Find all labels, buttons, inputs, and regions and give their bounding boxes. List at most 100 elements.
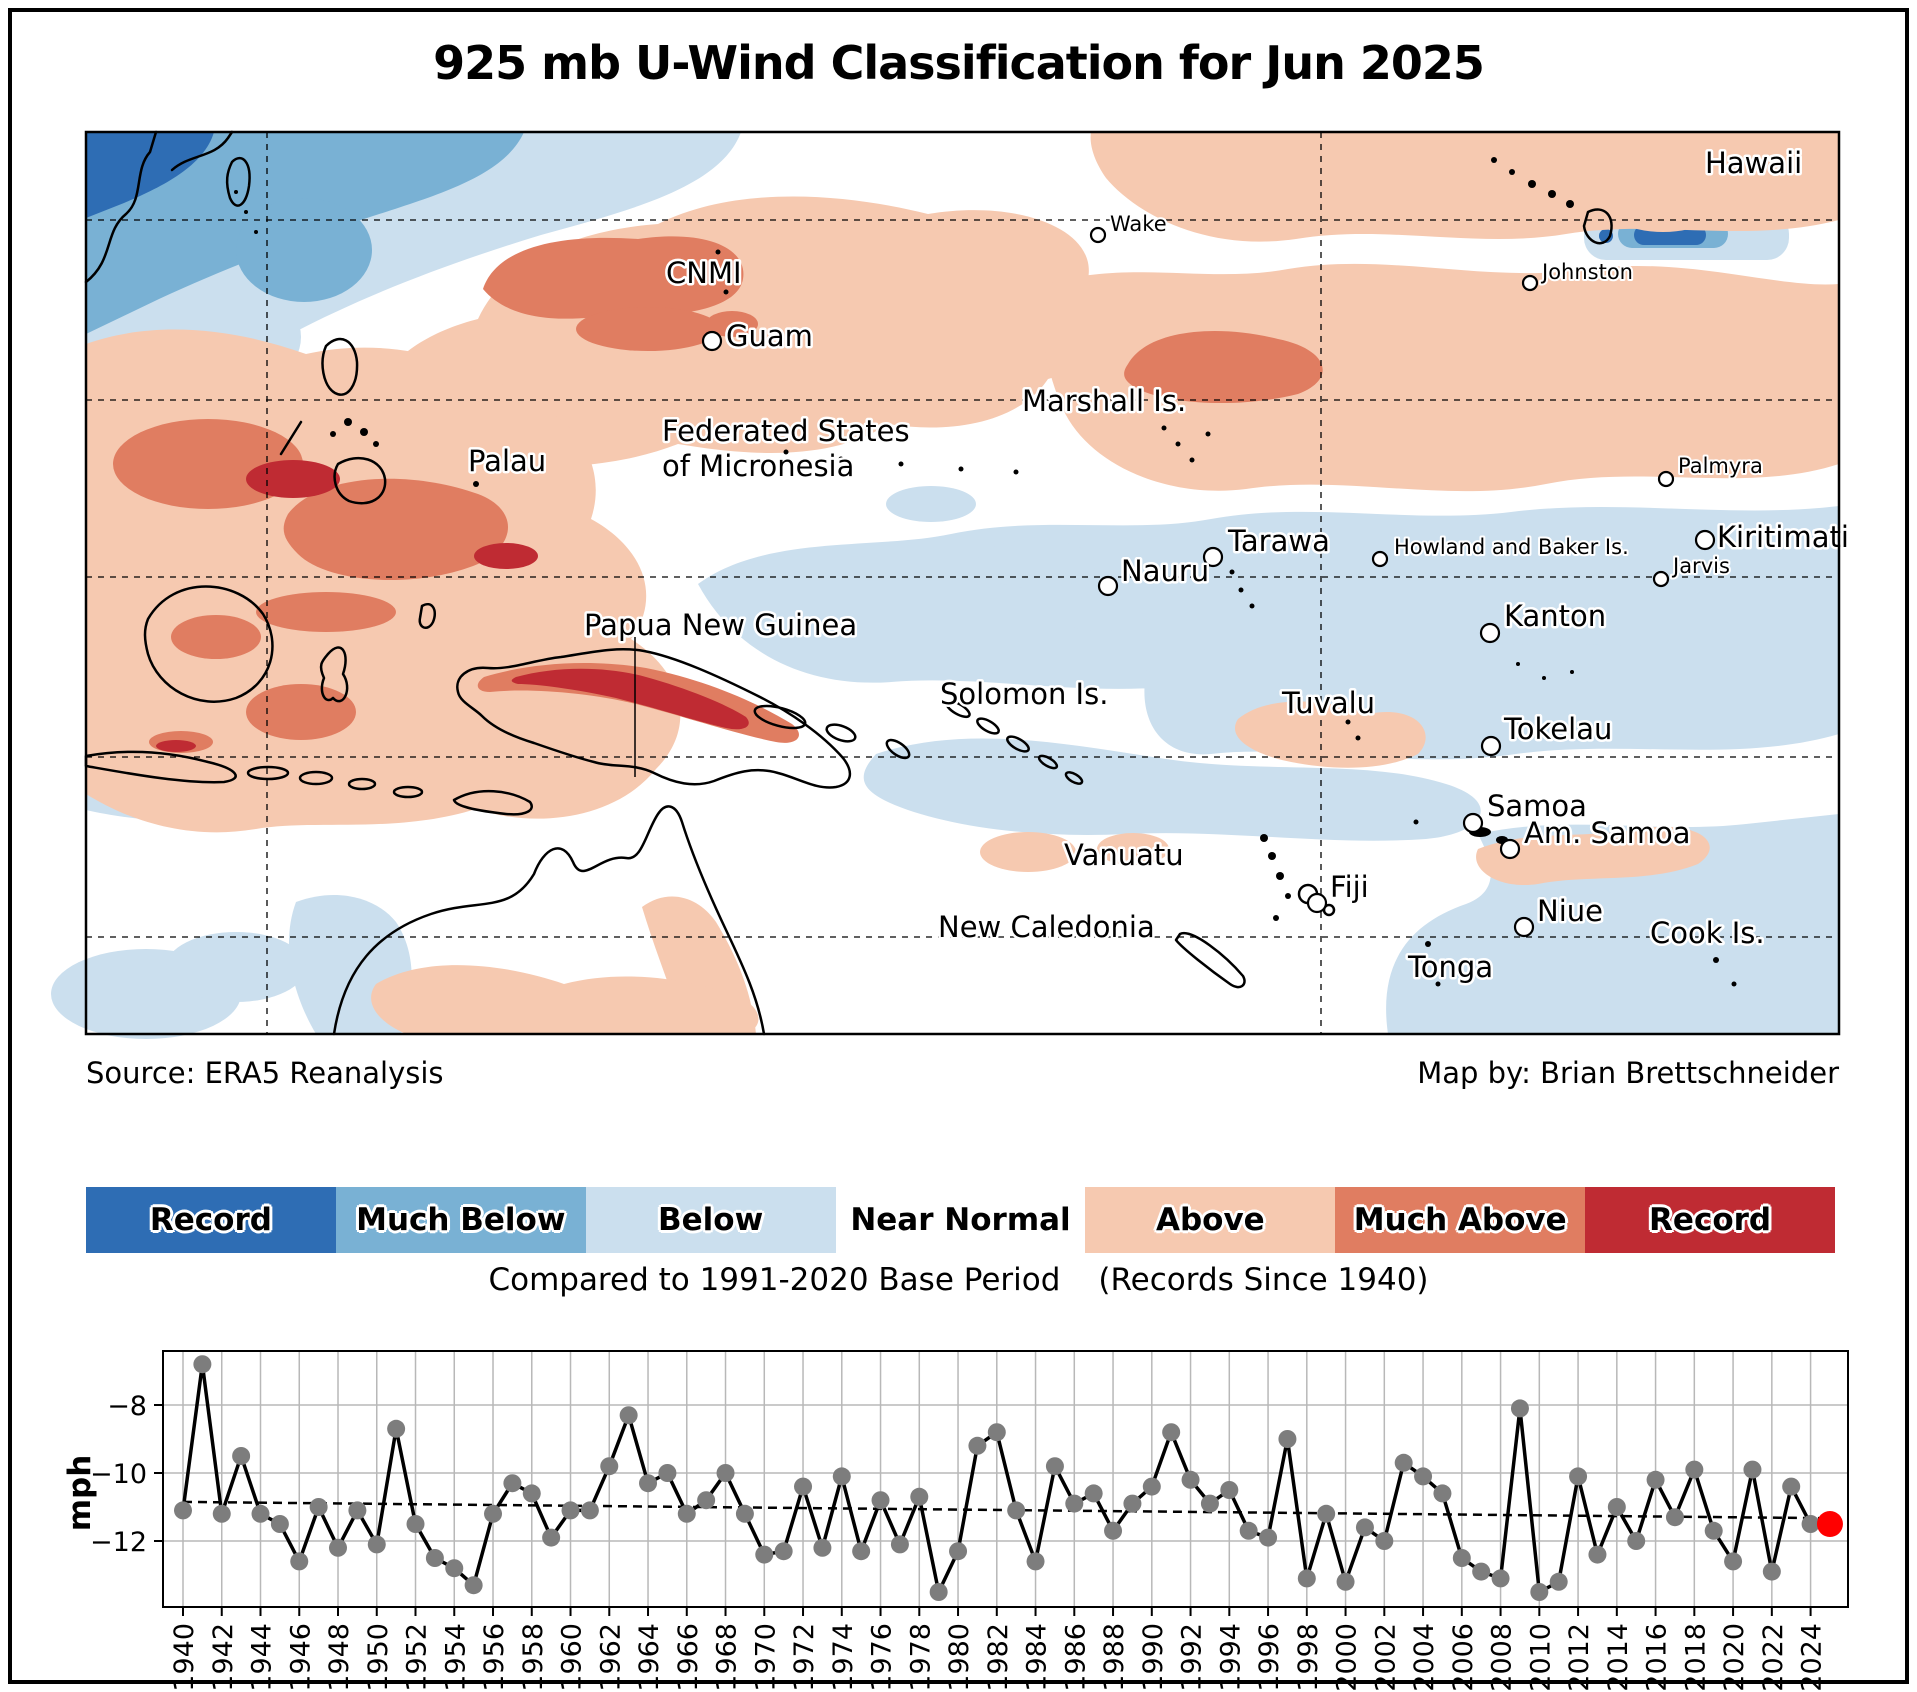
place-name-wake: Wake bbox=[1110, 212, 1167, 236]
xtick-label-1958: 1958 bbox=[518, 1623, 549, 1692]
data-point-1982 bbox=[987, 1423, 1006, 1442]
place-name-vanuatu: Vanuatu bbox=[1064, 838, 1184, 872]
data-point-1991 bbox=[1162, 1423, 1181, 1442]
xtick-label-2022: 2022 bbox=[1758, 1623, 1789, 1692]
data-point-1957 bbox=[503, 1474, 522, 1493]
legend-segment-label: Above bbox=[1156, 1202, 1265, 1238]
place-name-fiji: Fiji bbox=[1330, 870, 1369, 904]
xtick-label-2016: 2016 bbox=[1642, 1623, 1673, 1692]
data-point-1973 bbox=[813, 1538, 832, 1557]
data-point-1978 bbox=[910, 1487, 929, 1506]
data-point-1949 bbox=[348, 1501, 367, 1520]
map-label-palmyra: Palmyra bbox=[1657, 452, 1765, 488]
ytick-label--8: −8 bbox=[107, 1391, 147, 1422]
legend-segment-near-normal-3: Near Normal bbox=[835, 1187, 1086, 1253]
data-point-1974 bbox=[832, 1467, 851, 1486]
place-marker-nauru bbox=[1097, 575, 1119, 597]
data-point-1967 bbox=[697, 1491, 716, 1510]
map-label-howland-baker: Howland and Baker Is. bbox=[1371, 533, 1631, 568]
legend-segment-label: Record bbox=[149, 1202, 272, 1238]
legend-segment-much-above-5: Much Above bbox=[1335, 1187, 1586, 1253]
place-name-cook-is: Cook Is. bbox=[1650, 916, 1765, 950]
data-point-2022 bbox=[1762, 1562, 1781, 1581]
legend-segment-record-6: Record bbox=[1585, 1187, 1836, 1253]
place-marker-jarvis bbox=[1652, 570, 1670, 588]
map-label-jarvis: Jarvis bbox=[1652, 552, 1732, 588]
map-label-fiji: Fiji bbox=[1306, 868, 1371, 914]
xtick-label-2024: 2024 bbox=[1797, 1623, 1828, 1692]
data-point-1945 bbox=[270, 1515, 289, 1533]
xtick-label-1998: 1998 bbox=[1293, 1623, 1324, 1692]
data-point-1948 bbox=[329, 1538, 348, 1557]
data-point-2002 bbox=[1375, 1532, 1394, 1550]
data-point-1980 bbox=[949, 1542, 968, 1561]
map-label-vanuatu: Vanuatu bbox=[1062, 836, 1187, 875]
xtick-label-1952: 1952 bbox=[402, 1623, 433, 1692]
data-point-2008 bbox=[1491, 1569, 1510, 1588]
map-label-kiritimati: Kiritimati bbox=[1694, 518, 1851, 557]
data-point-1950 bbox=[367, 1535, 386, 1554]
data-point-1979 bbox=[929, 1583, 948, 1601]
data-point-1996 bbox=[1259, 1528, 1278, 1547]
data-point-2021 bbox=[1743, 1460, 1762, 1479]
xtick-label-2004: 2004 bbox=[1409, 1623, 1440, 1692]
data-point-1964 bbox=[639, 1474, 658, 1493]
place-name-howland-baker: Howland and Baker Is. bbox=[1394, 535, 1629, 559]
data-point-2023 bbox=[1782, 1477, 1801, 1496]
map-label-guam: Guam bbox=[701, 317, 815, 356]
data-point-1946 bbox=[290, 1552, 309, 1571]
ytick-label--10: −10 bbox=[90, 1459, 147, 1490]
data-point-2017 bbox=[1665, 1508, 1684, 1527]
data-point-1951 bbox=[387, 1419, 406, 1438]
place-name-tarawa: Tarawa bbox=[1227, 524, 1330, 558]
data-point-1999 bbox=[1317, 1504, 1336, 1523]
data-point-1983 bbox=[1007, 1501, 1026, 1520]
data-point-1985 bbox=[1045, 1457, 1064, 1476]
xtick-label-1968: 1968 bbox=[712, 1623, 743, 1692]
place-name-niue: Niue bbox=[1537, 894, 1603, 928]
place-name-marshall-is: Marshall Is. bbox=[1022, 384, 1186, 418]
xtick-label-1944: 1944 bbox=[247, 1623, 278, 1692]
map-label-cook-is: Cook Is. bbox=[1648, 914, 1768, 953]
place-name-fsm: Federated States of Micronesia bbox=[662, 414, 910, 483]
map-label-fsm: Federated States of Micronesia bbox=[660, 412, 913, 486]
data-point-1941 bbox=[193, 1355, 212, 1374]
data-point-2014 bbox=[1607, 1498, 1626, 1516]
map-label-samoa: Samoa bbox=[1462, 787, 1589, 834]
place-name-jarvis: Jarvis bbox=[1671, 554, 1730, 578]
map-canvas: Hawaii Wake CNMI Johnston Guam Marshall Is. Fe… bbox=[51, 130, 1851, 1039]
data-point-1960 bbox=[561, 1501, 580, 1520]
data-point-1940 bbox=[174, 1501, 192, 1520]
data-point-1968 bbox=[716, 1464, 735, 1482]
map-label-tonga: Tonga bbox=[1405, 948, 1496, 987]
pacific-anomaly-map: Hawaii Wake CNMI Johnston Guam Marshall Is. Fe… bbox=[51, 130, 1851, 1039]
credit-note: Map by: Brian Brettschneider bbox=[1417, 1056, 1839, 1090]
data-point-1947 bbox=[309, 1498, 328, 1516]
data-point-1944 bbox=[251, 1504, 270, 1523]
map-label-johnston: Johnston bbox=[1521, 258, 1635, 292]
data-point-2001 bbox=[1355, 1518, 1374, 1537]
xtick-label-1996: 1996 bbox=[1254, 1623, 1285, 1692]
data-point-1966 bbox=[677, 1504, 696, 1523]
data-point-1981 bbox=[968, 1436, 987, 1455]
xtick-label-2006: 2006 bbox=[1448, 1623, 1479, 1692]
place-name-guam: Guam bbox=[726, 319, 813, 353]
xtick-label-2014: 2014 bbox=[1603, 1623, 1634, 1692]
data-point-1977 bbox=[890, 1535, 909, 1554]
legend-caption-base-period: Compared to 1991-2020 Base Period bbox=[488, 1262, 1061, 1298]
data-point-latest-2025 bbox=[1816, 1511, 1843, 1537]
map-labels: Hawaii Wake CNMI Johnston Guam Marshall Is. Fe… bbox=[466, 144, 1852, 987]
xtick-label-1978: 1978 bbox=[905, 1623, 936, 1692]
data-point-2015 bbox=[1627, 1532, 1646, 1550]
place-name-palmyra: Palmyra bbox=[1678, 454, 1763, 478]
xtick-label-1976: 1976 bbox=[867, 1623, 898, 1692]
map-label-new-caledonia: New Caledonia bbox=[936, 908, 1158, 947]
place-name-tonga: Tonga bbox=[1407, 950, 1493, 984]
place-marker-johnston bbox=[1521, 274, 1539, 292]
xtick-label-2020: 2020 bbox=[1719, 1623, 1750, 1692]
data-point-2007 bbox=[1472, 1562, 1491, 1581]
coastlines bbox=[84, 130, 1737, 1036]
xtick-label-1946: 1946 bbox=[285, 1623, 316, 1692]
map-label-papua-new-guinea: Papua New Guinea bbox=[582, 606, 860, 645]
xtick-label-2000: 2000 bbox=[1332, 1623, 1363, 1692]
